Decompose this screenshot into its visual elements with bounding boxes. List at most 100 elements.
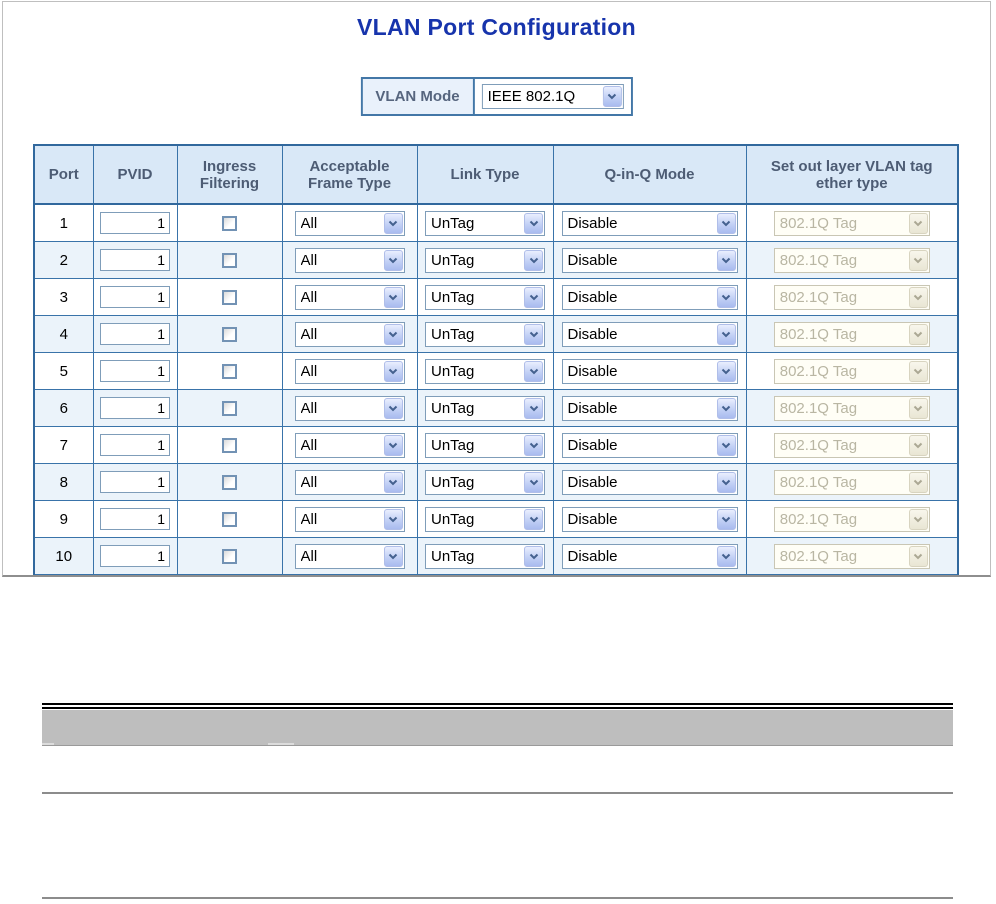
dropdown-arrow-button[interactable] [524, 434, 543, 456]
acceptable-frame-type-select[interactable]: All [294, 247, 405, 273]
pvid-input[interactable] [100, 471, 170, 493]
dropdown-arrow-button[interactable] [383, 471, 403, 493]
dropdown-arrow-button[interactable] [383, 286, 403, 308]
dropdown-arrow-button[interactable] [716, 545, 736, 567]
link-type-select[interactable]: UnTag [425, 358, 545, 384]
qinq-mode-select[interactable]: Disable [561, 321, 738, 347]
pvid-cell [92, 500, 178, 538]
pvid-input[interactable] [100, 508, 170, 530]
dropdown-arrow-button[interactable] [716, 397, 736, 419]
link-type-select[interactable]: UnTag [425, 284, 545, 310]
link-type-select[interactable]: UnTag [425, 469, 545, 495]
ingress-filtering-checkbox[interactable] [222, 438, 237, 454]
pvid-input[interactable] [100, 286, 170, 308]
qinq-mode-select[interactable]: Disable [561, 247, 738, 273]
qinq-mode-select[interactable]: Disable [561, 432, 738, 458]
dropdown-arrow-button[interactable] [716, 286, 736, 308]
port-number: 3 [59, 288, 68, 306]
dropdown-arrow-button[interactable] [383, 397, 403, 419]
pvid-input[interactable] [100, 545, 170, 567]
acceptable-frame-type-select[interactable]: All [294, 506, 405, 532]
link-type-cell: UnTag [416, 278, 554, 316]
qinq-mode-select[interactable]: Disable [561, 543, 738, 569]
acceptable-frame-type-select[interactable]: All [294, 543, 405, 569]
pvid-input[interactable] [100, 323, 170, 345]
acceptable-frame-type-select[interactable]: All [294, 210, 405, 236]
dropdown-arrow-button[interactable] [524, 286, 543, 308]
link-type-cell: UnTag [416, 203, 554, 242]
acceptable-frame-type-select[interactable]: All [294, 469, 405, 495]
dropdown-arrow-button[interactable] [383, 249, 403, 271]
ingress-filtering-checkbox[interactable] [222, 549, 237, 565]
dropdown-arrow-button[interactable] [602, 86, 622, 107]
acceptable-frame-type-select[interactable]: All [294, 284, 405, 310]
ingress-filtering-checkbox[interactable] [222, 364, 237, 380]
acceptable-frame-type-cell: All [281, 203, 418, 242]
pvid-input[interactable] [100, 434, 170, 456]
dropdown-arrow-button[interactable] [524, 545, 543, 567]
dropdown-arrow-button[interactable] [383, 508, 403, 530]
dropdown-arrow-button[interactable] [383, 360, 403, 382]
acceptable-frame-type-select[interactable]: All [294, 321, 405, 347]
ingress-filtering-checkbox[interactable] [222, 401, 237, 417]
ingress-filtering-checkbox[interactable] [222, 327, 237, 343]
dropdown-arrow-button[interactable] [383, 434, 403, 456]
dropdown-arrow-button[interactable] [716, 249, 736, 271]
acceptable-frame-type-select[interactable]: All [294, 432, 405, 458]
dropdown-arrow-button [908, 434, 928, 456]
vlan-mode-select[interactable]: IEEE 802.1Q [481, 84, 624, 109]
link-type-value: UnTag [431, 436, 475, 454]
dropdown-arrow-button[interactable] [524, 471, 543, 493]
ingress-filtering-checkbox[interactable] [222, 475, 237, 491]
link-type-select[interactable]: UnTag [425, 321, 545, 347]
dropdown-arrow-button[interactable] [716, 471, 736, 493]
acceptable-frame-type-select[interactable]: All [294, 358, 405, 384]
ingress-filtering-checkbox[interactable] [222, 253, 237, 269]
pvid-input[interactable] [100, 249, 170, 271]
link-type-select[interactable]: UnTag [425, 395, 545, 421]
qinq-mode-select[interactable]: Disable [561, 210, 738, 236]
ingress-filtering-checkbox[interactable] [222, 290, 237, 306]
dropdown-arrow-button[interactable] [524, 360, 543, 382]
pvid-input[interactable] [100, 212, 170, 234]
qinq-mode-select[interactable]: Disable [561, 469, 738, 495]
link-type-select[interactable]: UnTag [425, 543, 545, 569]
pvid-input[interactable] [100, 360, 170, 382]
dropdown-arrow-button[interactable] [383, 545, 403, 567]
ether-type-value: 802.1Q Tag [779, 214, 858, 232]
dropdown-arrow-button[interactable] [524, 508, 543, 530]
qinq-mode-select[interactable]: Disable [561, 358, 738, 384]
dropdown-arrow-button[interactable] [716, 360, 736, 382]
dropdown-arrow-button[interactable] [524, 397, 543, 419]
dropdown-arrow-button[interactable] [716, 434, 736, 456]
dropdown-arrow-button[interactable] [716, 212, 736, 234]
dropdown-arrow-button[interactable] [524, 323, 543, 345]
link-type-select[interactable]: UnTag [425, 210, 545, 236]
link-type-select[interactable]: UnTag [425, 506, 545, 532]
chevron-down-icon [529, 553, 538, 559]
qinq-mode-value: Disable [567, 510, 618, 528]
port-number: 10 [55, 547, 73, 565]
dropdown-arrow-button[interactable] [524, 212, 543, 234]
dropdown-arrow-button[interactable] [383, 212, 403, 234]
acceptable-frame-type-select[interactable]: All [294, 395, 405, 421]
qinq-mode-select[interactable]: Disable [561, 506, 738, 532]
chevron-down-icon [721, 294, 731, 300]
ingress-filtering-checkbox[interactable] [222, 216, 237, 232]
qinq-mode-cell: Disable [552, 537, 747, 575]
qinq-mode-select[interactable]: Disable [561, 284, 738, 310]
qinq-mode-select[interactable]: Disable [561, 395, 738, 421]
link-type-select[interactable]: UnTag [425, 247, 545, 273]
dropdown-arrow-button[interactable] [716, 323, 736, 345]
chevron-down-icon [607, 93, 617, 100]
pvid-input[interactable] [100, 397, 170, 419]
link-type-cell: UnTag [416, 352, 554, 390]
ether-type-cell: 802.1Q Tag [745, 315, 959, 353]
dropdown-arrow-button[interactable] [524, 249, 543, 271]
link-type-select[interactable]: UnTag [425, 432, 545, 458]
dropdown-arrow-button[interactable] [716, 508, 736, 530]
chevron-down-icon [914, 257, 923, 263]
dropdown-arrow-button[interactable] [383, 323, 403, 345]
ether-type-select: 802.1Q Tag [773, 543, 930, 569]
ingress-filtering-checkbox[interactable] [222, 512, 237, 528]
